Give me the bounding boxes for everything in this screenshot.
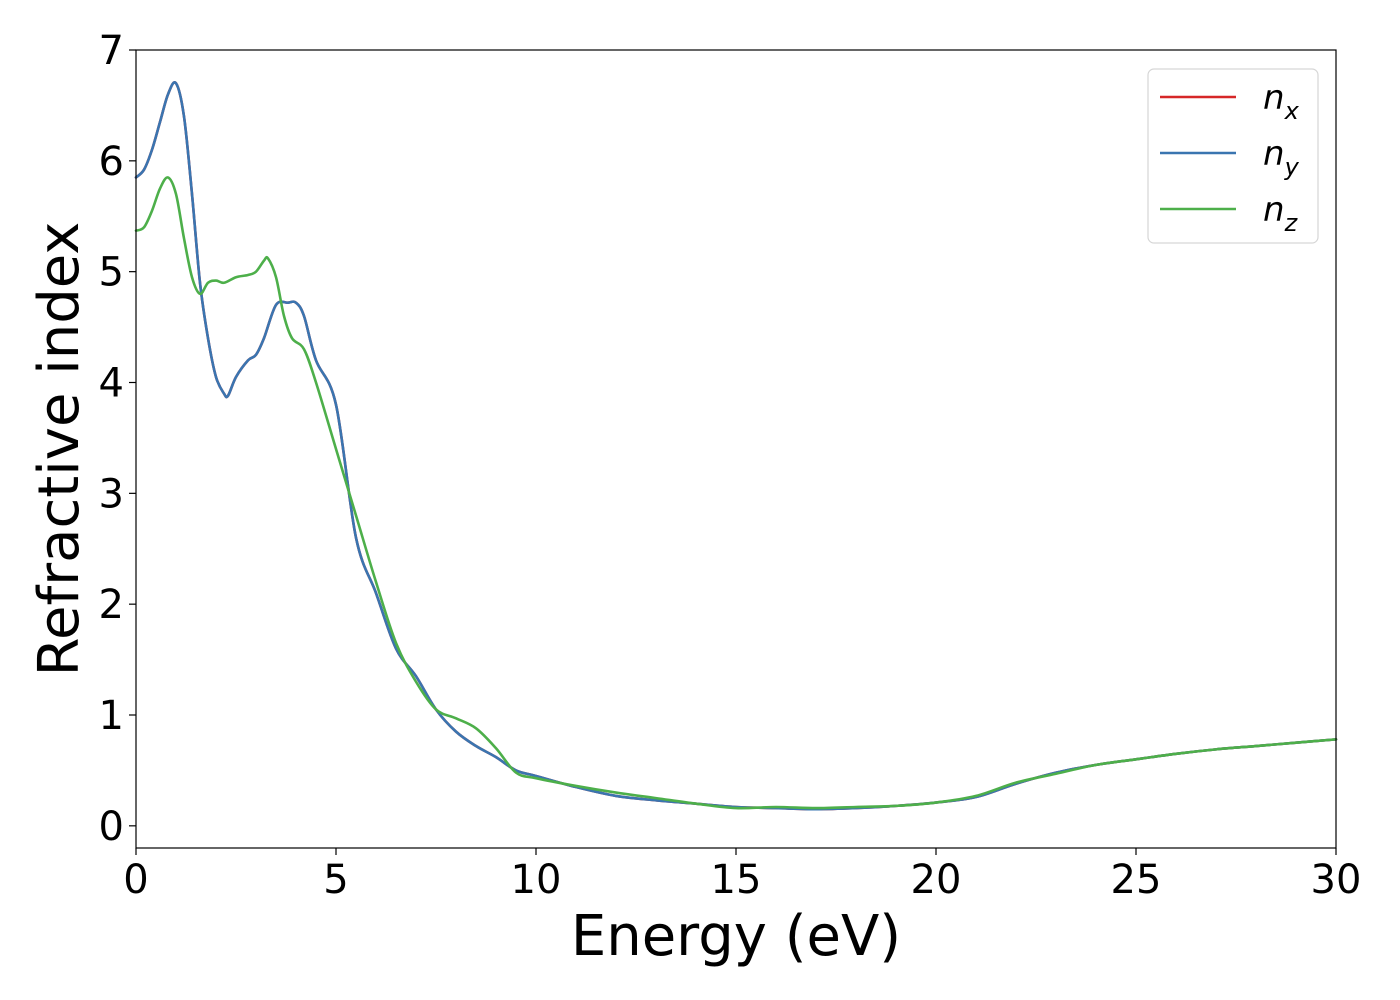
x-tick-label: 15 (711, 857, 762, 903)
y-tick-label: 4 (99, 361, 124, 407)
plot-lines (134, 81, 1338, 811)
x-tick-label: 0 (123, 857, 148, 903)
x-tick-label: 5 (323, 857, 348, 903)
x-tick-label: 10 (511, 857, 562, 903)
y-axis-title: Refractive index (27, 222, 92, 677)
y-tick-label: 2 (99, 582, 124, 628)
y-tick-label: 7 (99, 28, 124, 74)
y-tick-label: 6 (99, 139, 124, 185)
legend-label-y: ny (1263, 134, 1300, 181)
x-axis-title: Energy (eV) (571, 904, 901, 969)
x-axis: 0 5 10 15 20 25 30 (123, 848, 1361, 903)
y-tick-label: 0 (99, 804, 124, 850)
y-tick-label: 5 (99, 250, 124, 296)
y-axis: 0 1 2 3 4 5 6 7 (99, 28, 136, 850)
legend-label-z: nz (1263, 190, 1299, 237)
legend-label-x: nx (1263, 78, 1300, 125)
y-tick-label: 1 (99, 693, 124, 739)
x-tick-label: 20 (911, 857, 962, 903)
x-tick-label: 30 (1311, 857, 1362, 903)
legend-box (1147, 68, 1319, 244)
x-tick-label: 25 (1111, 857, 1162, 903)
legend: nx ny nz (1147, 68, 1319, 244)
series-line-z (134, 176, 1338, 810)
y-tick-label: 3 (99, 471, 124, 517)
